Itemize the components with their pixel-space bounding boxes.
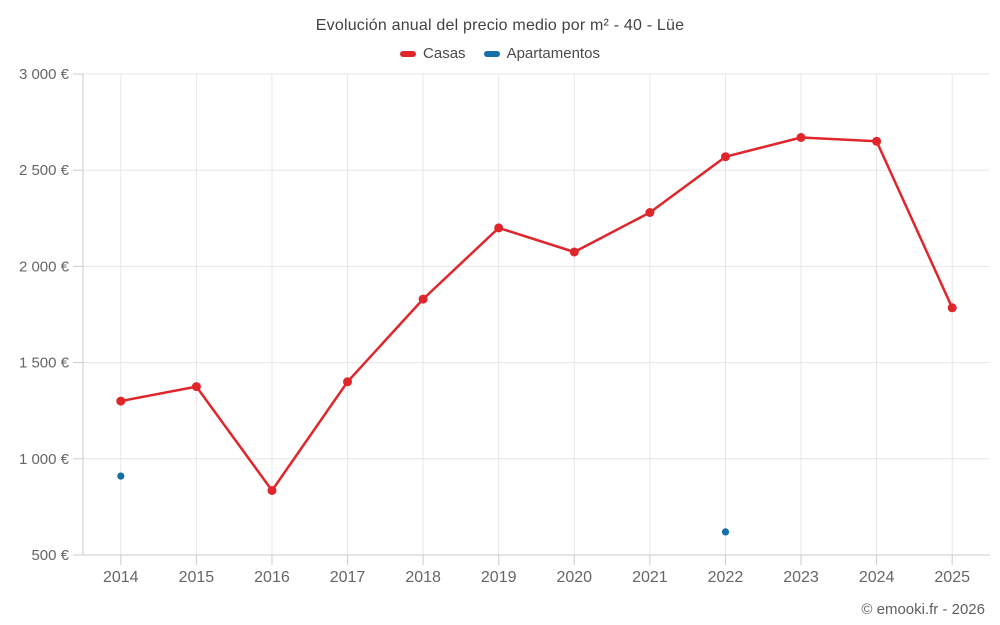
x-axis-label: 2019 <box>481 569 517 586</box>
copyright-text: © emooki.fr - 2026 <box>861 601 985 618</box>
data-point-casas-2017[interactable] <box>343 377 352 387</box>
casas-legend-label: Casas <box>423 45 466 62</box>
y-axis-label: 1 500 € <box>19 355 70 372</box>
x-axis-label: 2018 <box>405 569 441 586</box>
data-point-casas-2015[interactable] <box>191 382 201 392</box>
casas-legend-swatch <box>400 50 417 57</box>
data-point-casas-2025[interactable] <box>947 303 957 313</box>
x-axis-label: 2020 <box>556 569 592 586</box>
data-point-casas-2019[interactable] <box>494 223 504 233</box>
x-axis-label: 2023 <box>783 569 819 586</box>
y-axis-label: 2 000 € <box>19 258 70 275</box>
data-point-apartamentos-2014[interactable] <box>117 472 125 480</box>
data-point-casas-2020[interactable] <box>569 247 579 257</box>
data-point-casas-2024[interactable] <box>872 136 882 146</box>
data-point-casas-2021[interactable] <box>645 208 655 217</box>
data-point-apartamentos-2022[interactable] <box>721 528 730 536</box>
chart-legend: Casas Apartamentos <box>0 45 1000 62</box>
x-axis-label: 2015 <box>179 569 215 586</box>
data-point-casas-2023[interactable] <box>796 133 806 142</box>
x-axis-label: 2025 <box>934 569 970 586</box>
legend-item-apartamentos[interactable]: Apartamentos <box>483 45 600 62</box>
y-axis-label: 2 500 € <box>19 162 70 179</box>
y-axis-label: 500 € <box>31 547 69 564</box>
apartamentos-legend-swatch <box>483 50 500 57</box>
x-axis-label: 2022 <box>708 569 744 586</box>
data-point-casas-2018[interactable] <box>418 294 428 304</box>
data-point-casas-2022[interactable] <box>721 152 730 162</box>
y-axis-label: 3 000 € <box>19 66 70 83</box>
chart-title: Evolución anual del precio medio por m² … <box>315 17 685 34</box>
y-axis-label: 1 000 € <box>19 451 70 468</box>
legend-item-casas[interactable]: Casas <box>400 45 466 62</box>
x-axis-label: 2017 <box>330 569 366 586</box>
x-axis-label: 2016 <box>254 569 290 586</box>
data-point-casas-2014[interactable] <box>116 396 126 406</box>
x-axis-label: 2014 <box>103 569 139 586</box>
apartamentos-legend-label: Apartamentos <box>506 45 600 62</box>
data-point-casas-2016[interactable] <box>267 486 277 495</box>
series-line-casas <box>119 136 954 492</box>
x-axis-label: 2021 <box>632 569 668 586</box>
x-axis-label: 2024 <box>859 569 895 586</box>
